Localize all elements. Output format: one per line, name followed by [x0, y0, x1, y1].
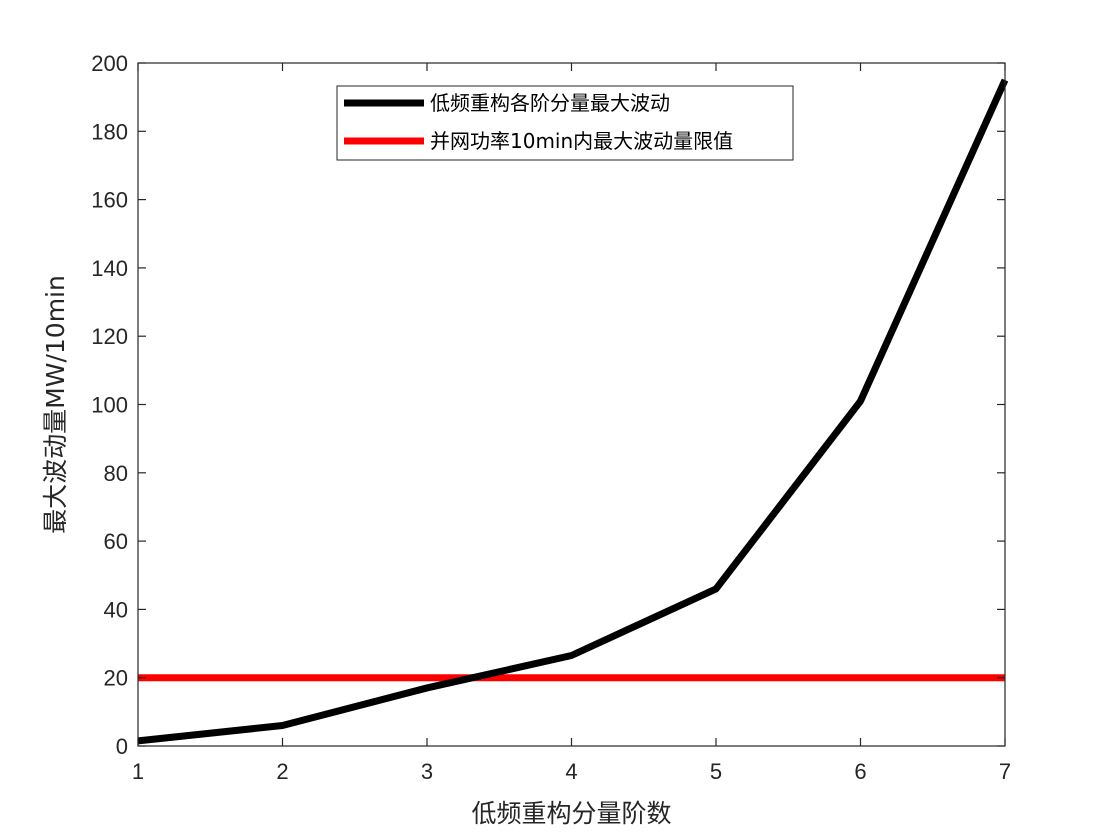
legend-label-low-frequency: 低频重构各阶分量最大波动 [430, 91, 670, 115]
y-tick-label: 60 [104, 529, 128, 554]
x-tick-label: 4 [565, 759, 577, 784]
y-tick-label: 80 [104, 461, 128, 486]
y-tick-label: 160 [91, 188, 128, 213]
x-tick-label: 7 [999, 759, 1011, 784]
y-axis-title: 最大波动量MW/10min [41, 275, 70, 534]
x-tick-label: 6 [854, 759, 866, 784]
y-tick-label: 200 [91, 51, 128, 76]
y-tick-label: 0 [116, 734, 128, 759]
y-tick-label: 120 [91, 324, 128, 349]
legend-label-limit: 并网功率10min内最大波动量限值 [430, 129, 733, 153]
x-tick-label: 5 [710, 759, 722, 784]
y-tick-label: 100 [91, 393, 128, 418]
y-tick-label: 20 [104, 666, 128, 691]
legend: 低频重构各阶分量最大波动 并网功率10min内最大波动量限值 [336, 85, 794, 161]
x-tick-label: 3 [421, 759, 433, 784]
y-tick-label: 140 [91, 256, 128, 281]
plot-area-frame [137, 62, 1006, 747]
x-tick-label: 2 [276, 759, 288, 784]
series-layer [137, 78, 1009, 745]
x-axis-title: 低频重构分量阶数 [471, 799, 671, 828]
ticks-layer: 1 2 3 4 5 6 7 0 20 40 60 80 100 120 140 160 180 200 [91, 51, 1011, 784]
legend-box [336, 85, 794, 161]
y-tick-label: 180 [91, 119, 128, 144]
x-tick-label: 1 [132, 759, 144, 784]
y-tick-label: 40 [104, 597, 128, 622]
series-line-low-frequency [137, 78, 1009, 745]
